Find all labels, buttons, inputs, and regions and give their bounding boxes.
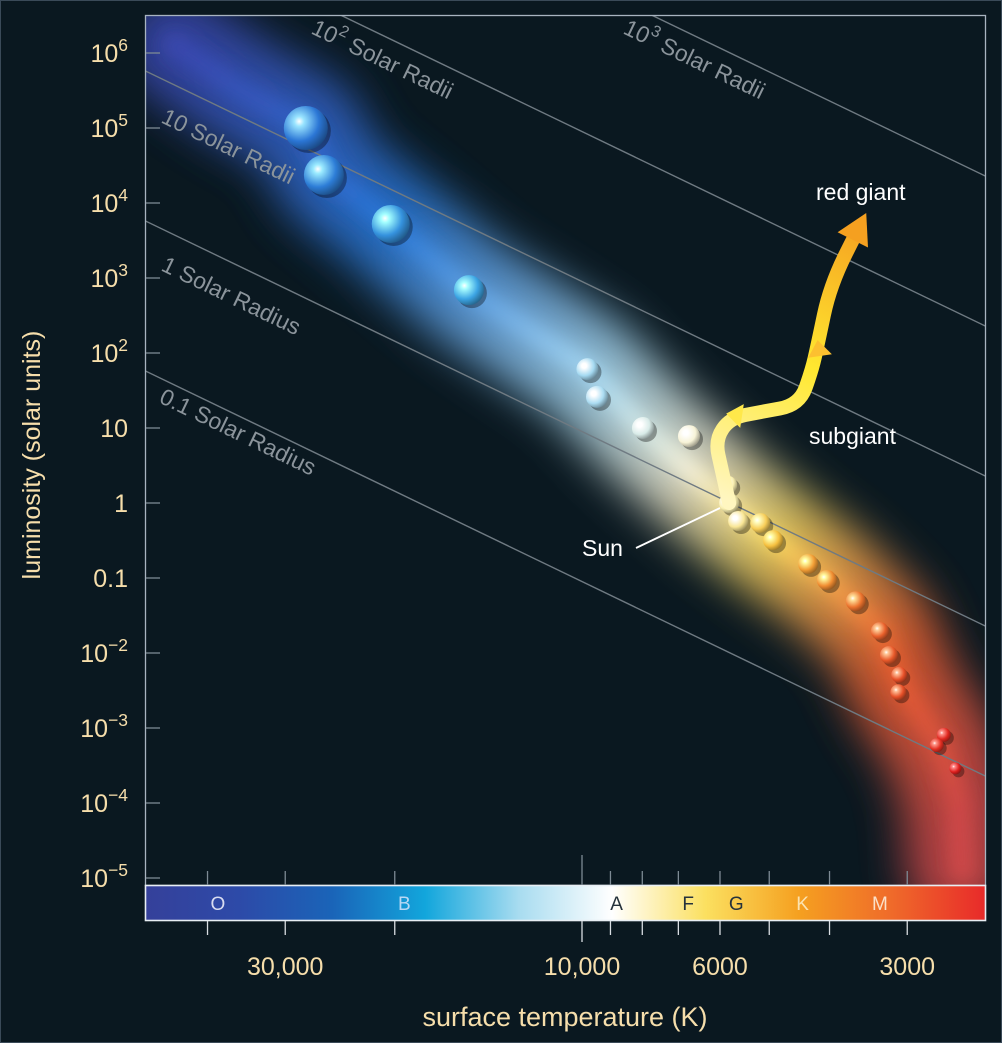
star [677,425,700,448]
radius-line-2 [146,70,985,477]
track-path [710,232,860,510]
y-tick-label-8-exponent: −2 [108,635,128,655]
x-axis-title: surface temperature (K) [422,1002,707,1032]
radius-line-1 [146,220,985,627]
x-tick-label-2: 6000 [692,953,748,981]
star [763,530,784,551]
star [303,155,344,196]
radius-lines [146,16,985,777]
star [936,727,951,742]
y-tick-label-2-exponent: 4 [118,185,128,205]
star [283,106,328,150]
star [371,204,410,243]
star [890,684,907,701]
star [929,738,944,753]
glow-inner [164,34,973,881]
y-tick-label-4-base: 10 [90,340,118,368]
spectral-class-O: O [210,894,225,915]
star [585,385,608,408]
plot-area [146,16,985,885]
y-tick-label-10-base: 10 [80,790,108,818]
x-tick-label-0: 30,000 [247,953,323,981]
star [816,570,837,591]
track-arrowhead-icon [726,404,744,428]
star [949,762,962,775]
x-tick-label-1: 10,000 [544,953,620,981]
spectral-class-M: M [872,894,888,915]
y-tick-label-3-exponent: 3 [118,260,128,280]
star [879,646,898,665]
spectral-class-K: K [796,894,809,915]
main-sequence-glow [146,16,985,885]
spectral-class-B: B [398,894,411,915]
spectral-class-A: A [610,894,623,915]
star [453,275,484,306]
star [798,553,819,574]
x-tick-label-3: 3000 [879,953,935,981]
y-tick-label-10-exponent: −4 [108,785,128,805]
y-axis-title: luminosity (solar units) [18,331,46,580]
y-tick-label-5: 10 [100,415,128,443]
star [576,358,599,381]
y-tick-label-5-base: 10 [100,415,128,443]
sun-label: Sun [582,535,623,561]
y-tick-label-6: 1 [114,490,128,518]
y-tick-label-3: 103 [90,260,128,293]
star [845,591,866,612]
y-tick-label-2: 104 [90,185,128,218]
y-tick-label-0-base: 10 [90,40,118,68]
y-tick-label-3-base: 10 [90,265,118,293]
x-axis-ticks: 30,000 10,000 6000 3000 [206,855,935,981]
spectral-class-G: G [729,894,744,915]
y-tick-label-9-exponent: −3 [108,710,128,730]
y-tick-label-6-base: 1 [114,490,128,518]
y-tick-label-1-base: 10 [90,115,118,143]
y-tick-label-9: 10−3 [80,710,128,743]
y-tick-label-0: 106 [90,35,128,68]
y-tick-label-2-base: 10 [90,190,118,218]
star [891,666,908,683]
red-giant-arrowhead-icon [837,213,868,248]
radius-line-4 [651,16,985,177]
star [750,513,771,534]
y-tick-label-8-base: 10 [80,640,108,668]
y-tick-label-1: 105 [90,110,128,143]
y-tick-label-7: 0.1 [93,565,128,593]
subgiant-label: subgiant [809,423,897,449]
star [631,417,654,439]
star [728,511,749,532]
y-tick-label-8: 10−2 [80,635,128,668]
y-tick-label-4-exponent: 2 [118,335,128,355]
y-tick-label-11: 10−5 [80,860,128,893]
y-tick-label-4: 102 [90,335,128,368]
evolution-track [710,213,868,510]
spectral-bar [144,884,987,922]
star [870,622,889,641]
y-tick-label-11-base: 10 [80,865,108,893]
y-tick-label-7-base: 0.1 [93,565,128,593]
y-tick-label-1-exponent: 5 [118,110,128,130]
sun-leader-line [635,507,721,549]
track-arrowhead-icon [808,340,832,358]
radius-line-3 [340,16,985,327]
y-tick-label-10: 10−4 [80,785,128,818]
red-giant-label: red giant [816,179,906,205]
radius-line-0 [146,370,985,777]
y-tick-label-11-exponent: −5 [108,860,128,880]
y-tick-label-9-base: 10 [80,715,108,743]
spectral-class-F: F [682,894,694,915]
y-tick-label-0-exponent: 6 [118,35,128,55]
